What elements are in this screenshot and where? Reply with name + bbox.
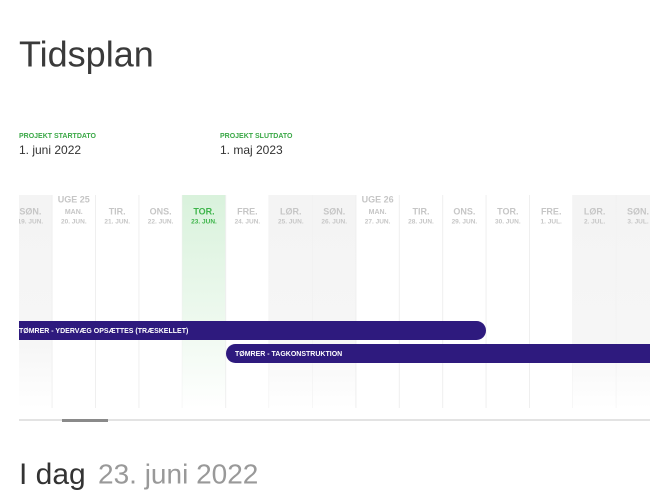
weekend-column — [269, 195, 313, 408]
today-column — [182, 195, 226, 408]
week-label: UGE 26 — [362, 194, 394, 204]
task-label: TØMRER - YDERVÆG OPSÆTTES (TRÆSKELLET) — [19, 328, 188, 335]
weekday-label: TOR. — [497, 206, 518, 216]
weekday-label: MAN. — [65, 209, 83, 216]
end-value: 1. maj 2023 — [220, 143, 283, 157]
weekend-column — [616, 195, 650, 408]
date-label: 28. JUN. — [408, 219, 434, 226]
date-label: 25. JUN. — [278, 219, 304, 226]
date-label: 30. JUN. — [495, 219, 521, 226]
weekday-label: SØN. — [323, 206, 345, 216]
date-label: 19. JUN. — [18, 219, 44, 226]
weekend-column — [572, 195, 617, 408]
date-label: 21. JUN. — [104, 219, 130, 226]
date-label: 2. JUL. — [584, 219, 606, 226]
date-label: 3. JUL. — [627, 219, 649, 226]
start-value: 1. juni 2022 — [19, 143, 81, 157]
weekday-label: FRE. — [237, 206, 258, 216]
weekday-label: SØN. — [19, 206, 41, 216]
task-label: TØMRER - TAGKONSTRUKTION — [235, 351, 342, 358]
date-label: 22. JUN. — [148, 219, 174, 226]
date-label: 26. JUN. — [321, 219, 347, 226]
week-label: UGE 25 — [58, 194, 90, 204]
weekday-label: TIR. — [109, 206, 126, 216]
weekday-label: MAN. — [369, 209, 387, 216]
weekend-column — [19, 195, 53, 408]
weekday-label: SØN. — [627, 206, 649, 216]
weekday-label: LØR. — [584, 206, 606, 216]
date-label: 1. JUL. — [541, 219, 563, 226]
task-bar — [226, 344, 650, 363]
weekday-label: ONS. — [453, 206, 475, 216]
task-bar — [19, 321, 486, 340]
weekday-label: LØR. — [280, 206, 302, 216]
weekday-label: FRE. — [541, 206, 562, 216]
scroll-thumb[interactable] — [62, 419, 108, 422]
page-title: Tidsplan — [19, 34, 154, 75]
weekend-column — [312, 195, 356, 408]
date-label: 23. JUN. — [191, 219, 217, 226]
date-label: 20. JUN. — [61, 219, 87, 226]
start-label: PROJEKT STARTDATO — [19, 133, 97, 140]
today-date: 23. juni 2022 — [98, 458, 258, 489]
timeline: SØN. 19. JUN. UGE 25 MAN. 20. JUN. TIR. 21. JU… — [18, 194, 650, 408]
weekday-label: TOR. — [193, 206, 214, 216]
weekday-label: TIR. — [413, 206, 430, 216]
today-label: I dag — [19, 458, 86, 491]
date-label: 24. JUN. — [235, 219, 261, 226]
date-label: 27. JUN. — [365, 219, 391, 226]
weekday-label: ONS. — [150, 206, 172, 216]
date-label: 29. JUN. — [452, 219, 478, 226]
end-label: PROJEKT SLUTDATO — [220, 133, 293, 140]
